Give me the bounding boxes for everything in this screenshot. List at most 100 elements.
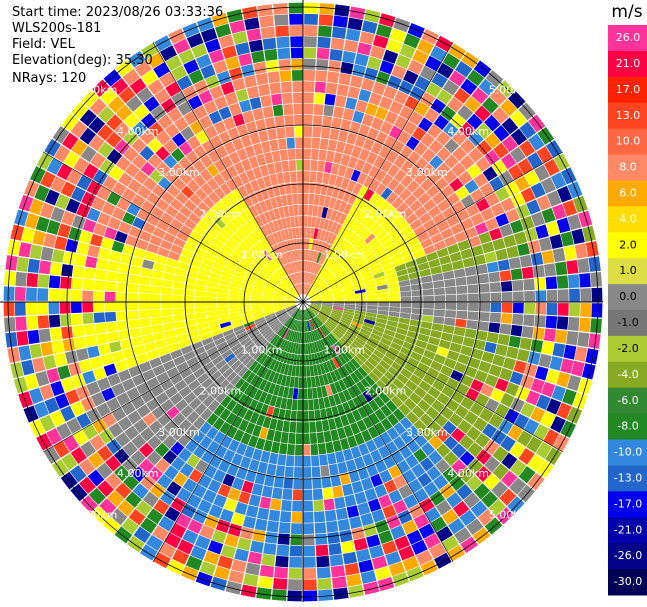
velocity-gate: [361, 113, 375, 127]
velocity-gate: [152, 525, 169, 542]
velocity-gate: [313, 329, 320, 341]
velocity-gate: [430, 360, 443, 372]
velocity-gate: [250, 302, 262, 305]
velocity-gate: [228, 439, 240, 453]
velocity-gate: [331, 26, 347, 39]
velocity-gate: [23, 405, 39, 423]
velocity-gate: [286, 137, 295, 149]
velocity-gate: [336, 84, 349, 97]
velocity-gate: [313, 398, 320, 410]
velocity-gate: [303, 534, 315, 546]
velocity-gate: [234, 328, 246, 336]
velocity-gate: [377, 577, 395, 592]
velocity-gate: [228, 298, 239, 302]
velocity-gate: [334, 496, 346, 509]
velocity-gate: [228, 339, 240, 349]
velocity-gate: [293, 320, 298, 331]
velocity-gate: [288, 262, 294, 274]
velocity-gate: [385, 324, 397, 333]
velocity-gate: [133, 526, 151, 544]
velocity-gate: [186, 493, 202, 509]
velocity-gate: [161, 308, 173, 317]
velocity-gate: [567, 181, 583, 199]
velocity-gate: [439, 483, 456, 499]
velocity-gate: [466, 163, 482, 179]
velocity-gate: [386, 320, 399, 328]
velocity-gate: [423, 198, 437, 212]
velocity-gate: [310, 305, 320, 311]
velocity-gate: [488, 271, 501, 283]
velocity-gate: [513, 360, 527, 374]
velocity-gate: [420, 321, 433, 330]
velocity-gate: [534, 366, 549, 381]
velocity-gate: [488, 322, 501, 334]
velocity-gate: [125, 234, 139, 247]
velocity-gate: [201, 257, 214, 267]
velocity-gate: [296, 272, 300, 284]
velocity-gate: [115, 482, 132, 499]
velocity-gate: [273, 476, 284, 488]
velocity-gate: [273, 208, 281, 220]
velocity-gate: [308, 410, 316, 422]
velocity-gate: [48, 302, 60, 315]
velocity-gate: [215, 145, 228, 159]
range-ring-label: 1.00km: [324, 249, 366, 262]
velocity-gate: [328, 463, 339, 476]
range-ring-label: 2.00km: [200, 385, 242, 398]
velocity-gate: [123, 146, 139, 162]
velocity-gate: [306, 365, 311, 377]
velocity-gate: [404, 95, 420, 111]
velocity-gate: [308, 273, 313, 284]
velocity-gate: [328, 317, 339, 325]
velocity-gate: [178, 255, 191, 265]
velocity-gate: [264, 393, 273, 406]
velocity-gate: [530, 182, 546, 199]
velocity-gate: [327, 347, 335, 359]
velocity-gate: [273, 305, 285, 310]
velocity-gate: [164, 532, 182, 549]
velocity-gate: [389, 302, 401, 308]
velocity-gate: [339, 437, 350, 451]
velocity-gate: [526, 436, 543, 453]
velocity-gate: [269, 276, 280, 284]
velocity-gate: [160, 399, 175, 413]
velocity-gate: [403, 69, 419, 85]
velocity-gate: [268, 509, 281, 522]
velocity-gate: [252, 166, 263, 180]
velocity-gate: [140, 517, 158, 534]
velocity-gate: [147, 79, 165, 96]
velocity-gate: [246, 326, 258, 334]
velocity-gate: [352, 208, 363, 220]
velocity-gate: [274, 349, 282, 360]
velocity-gate: [389, 100, 404, 115]
velocity-gate: [172, 281, 185, 289]
velocity-gate: [489, 227, 503, 241]
velocity-gate: [268, 261, 277, 271]
velocity-gate: [79, 127, 97, 145]
velocity-gate: [183, 59, 200, 75]
velocity-gate: [233, 346, 245, 356]
velocity-gate: [268, 318, 279, 327]
velocity-gate: [314, 316, 322, 327]
velocity-gate: [556, 402, 572, 420]
velocity-gate: [545, 315, 558, 329]
velocity-gate: [24, 373, 39, 390]
velocity-gate: [206, 209, 218, 222]
velocity-gate: [471, 244, 484, 257]
velocity-gate: [411, 308, 423, 315]
velocity-gate: [535, 441, 552, 459]
velocity-gate: [97, 124, 114, 141]
velocity-gate: [255, 118, 267, 132]
velocity-gate: [259, 15, 274, 28]
velocity-gate: [396, 220, 409, 232]
velocity-gate: [189, 230, 203, 242]
velocity-gate: [296, 410, 303, 422]
colorbar-tick-label: -1.0: [617, 316, 638, 329]
velocity-gate: [253, 335, 264, 345]
velocity-gate: [236, 244, 247, 255]
velocity-gate: [378, 13, 396, 28]
velocity-gate: [28, 387, 44, 405]
velocity-gate: [323, 256, 332, 268]
velocity-gate: [304, 283, 308, 295]
velocity-gate: [312, 262, 318, 274]
